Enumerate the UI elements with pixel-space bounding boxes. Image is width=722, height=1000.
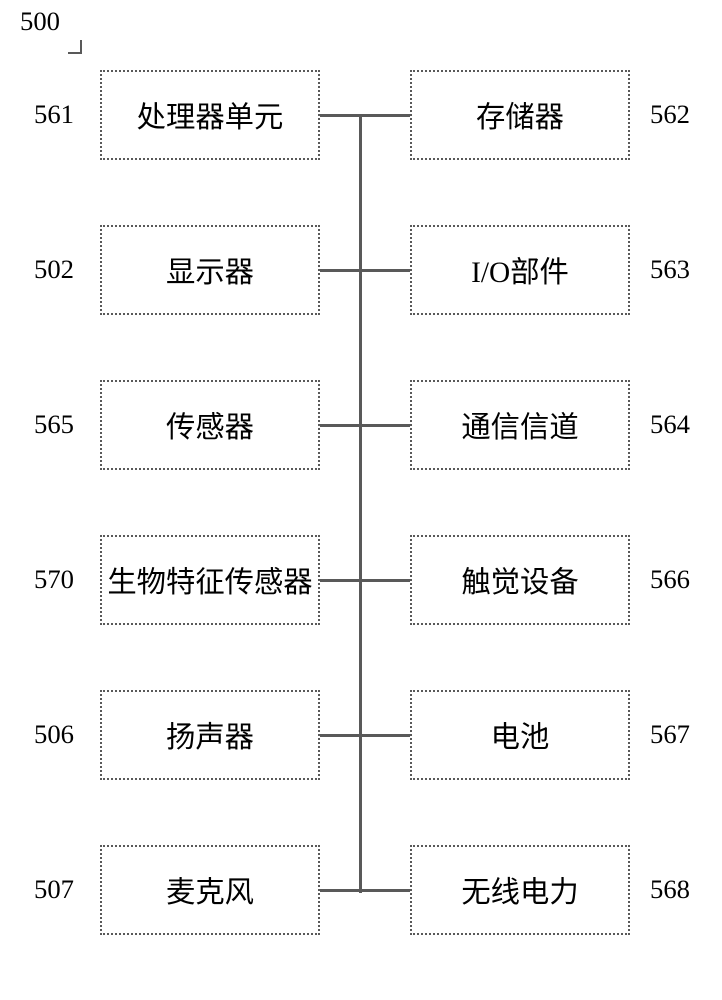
figure-reference: 500: [20, 8, 60, 35]
block-label: I/O部件: [471, 249, 569, 291]
connector: [320, 889, 360, 892]
connector: [360, 889, 410, 892]
block-570: 生物特征传感器: [100, 535, 320, 625]
connector: [360, 114, 410, 117]
block-label: 麦克风: [166, 869, 254, 911]
block-562: 存储器: [410, 70, 630, 160]
block-label: 存储器: [476, 94, 564, 136]
block-564: 通信信道: [410, 380, 630, 470]
connector: [360, 734, 410, 737]
block-566: 触觉设备: [410, 535, 630, 625]
block-ref: 565: [34, 411, 74, 438]
block-502: 显示器: [100, 225, 320, 315]
connector: [320, 734, 360, 737]
connector: [320, 269, 360, 272]
block-ref: 567: [650, 721, 690, 748]
block-ref: 568: [650, 876, 690, 903]
block-561: 处理器单元: [100, 70, 320, 160]
block-label: 扬声器: [166, 714, 254, 756]
connector: [360, 579, 410, 582]
block-563: I/O部件: [410, 225, 630, 315]
block-diagram: 500 处理器单元 存储器 561 562 显示器 I/O部件 502 563 传感器 通信信道 56…: [0, 0, 722, 1000]
block-506: 扬声器: [100, 690, 320, 780]
block-ref: 562: [650, 101, 690, 128]
block-label: 电池: [491, 714, 550, 756]
block-ref: 502: [34, 256, 74, 283]
block-ref: 564: [650, 411, 690, 438]
block-ref: 507: [34, 876, 74, 903]
block-507: 麦克风: [100, 845, 320, 935]
connector: [320, 114, 360, 117]
connector: [320, 579, 360, 582]
block-label: 触觉设备: [461, 559, 578, 601]
block-567: 电池: [410, 690, 630, 780]
connector: [360, 269, 410, 272]
block-label: 生物特征传感器: [107, 559, 312, 601]
block-label: 显示器: [166, 249, 254, 291]
block-ref: 570: [34, 566, 74, 593]
block-ref: 566: [650, 566, 690, 593]
block-ref: 506: [34, 721, 74, 748]
bus-line: [359, 115, 362, 893]
connector: [320, 424, 360, 427]
block-label: 通信信道: [461, 404, 578, 446]
block-ref: 563: [650, 256, 690, 283]
connector: [360, 424, 410, 427]
figure-reference-tick: [80, 40, 82, 54]
block-568: 无线电力: [410, 845, 630, 935]
block-label: 无线电力: [461, 869, 578, 911]
block-ref: 561: [34, 101, 74, 128]
block-label: 处理器单元: [137, 94, 284, 136]
block-565: 传感器: [100, 380, 320, 470]
block-label: 传感器: [166, 404, 254, 446]
